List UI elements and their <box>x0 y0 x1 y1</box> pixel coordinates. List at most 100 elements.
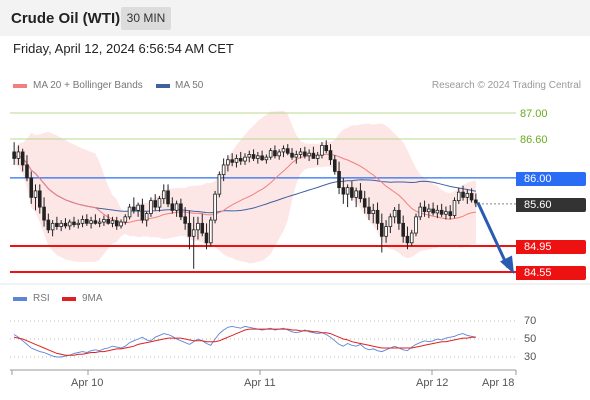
candle-body <box>388 216 393 227</box>
candle-body <box>174 203 179 211</box>
last-price-box: 85.60 <box>516 198 586 212</box>
candle-body <box>226 159 230 166</box>
candle-body <box>196 222 200 231</box>
candle-body <box>461 191 465 198</box>
candle-body <box>277 151 281 157</box>
candle-body <box>59 222 63 227</box>
ma20-swatch <box>13 84 27 88</box>
candle-body <box>114 220 119 227</box>
candle-body <box>311 152 316 159</box>
candle-body <box>72 221 76 226</box>
candle-body <box>341 187 346 195</box>
chart-datetime: Friday, April 12, 2024 6:56:54 AM CET <box>13 41 234 56</box>
candle-body <box>285 148 290 154</box>
rsi-ma-swatch <box>62 297 76 301</box>
candle-body <box>119 221 123 227</box>
candle-body <box>375 209 380 224</box>
ma20-legend-label: MA 20 + Bollinger Bands <box>33 80 143 91</box>
candle-body <box>332 159 337 172</box>
instrument-title: Crude Oil (WTI) <box>11 10 121 27</box>
candle-body <box>427 208 431 213</box>
candle-body <box>465 193 470 198</box>
research-credit: Research © 2024 Trading Central <box>431 80 581 91</box>
candle-body <box>328 150 333 161</box>
x-label-apr10: Apr 10 <box>71 377 104 389</box>
candle-body <box>238 158 243 162</box>
candle-body <box>110 220 115 224</box>
rsi-legend-label: RSI <box>33 293 50 304</box>
candle-body <box>307 152 311 157</box>
candle-body <box>183 216 187 224</box>
candle-body <box>209 219 213 244</box>
candle-body <box>431 208 435 214</box>
candle-body <box>409 232 414 244</box>
timeframe-button[interactable]: 30 MIN <box>121 7 171 30</box>
candle-body <box>191 229 196 237</box>
candle-body <box>367 206 371 214</box>
candle-body <box>89 220 93 224</box>
candle-body <box>418 206 423 218</box>
candle-body <box>397 209 401 224</box>
ma50-legend-label: MA 50 <box>175 80 204 91</box>
candle-body <box>80 219 85 224</box>
rsi-swatch <box>13 297 27 301</box>
bollinger-band <box>14 110 476 264</box>
candle-body <box>469 193 474 201</box>
candle-body <box>37 190 42 208</box>
candle-body <box>268 150 273 158</box>
candle-body <box>298 151 303 155</box>
candle-body <box>422 206 427 213</box>
candle-body <box>273 150 277 157</box>
candle-body <box>256 155 260 159</box>
candle-body <box>354 190 358 198</box>
candle-body <box>132 206 136 211</box>
candle-body <box>85 219 89 224</box>
support2-price-box: 84.55 <box>516 266 586 280</box>
candle-body <box>435 209 440 214</box>
candle-body <box>166 190 170 205</box>
ma50-swatch <box>156 84 170 88</box>
candle-body <box>67 221 72 227</box>
candle-body <box>29 177 34 198</box>
candle-body <box>251 154 256 159</box>
level-label-86-60: 86.60 <box>520 134 548 146</box>
candle-body <box>401 222 405 237</box>
candle-body <box>140 204 145 221</box>
candle-body <box>93 220 98 224</box>
candle-body <box>179 203 183 218</box>
candle-body <box>414 216 418 234</box>
candle-body <box>161 190 166 200</box>
candle-body <box>392 209 397 218</box>
rsi-tick-50: 50 <box>524 333 537 345</box>
rsi-line <box>13 325 476 358</box>
candle-body <box>204 232 209 244</box>
candle-body <box>106 219 110 224</box>
candle-body <box>213 193 217 221</box>
candle-body <box>127 206 132 218</box>
candle-body <box>380 222 384 237</box>
candle-body <box>371 209 376 214</box>
candle-body <box>247 154 252 158</box>
candle-body <box>474 199 478 203</box>
candle-body <box>358 190 363 200</box>
candle-body <box>439 209 444 215</box>
candle-body <box>221 164 226 176</box>
rsi-ma-line <box>13 328 476 356</box>
x-label-apr18: Apr 18 <box>482 377 515 389</box>
candle-body <box>264 156 269 161</box>
candle-body <box>12 151 16 159</box>
candle-body <box>200 222 205 234</box>
candle-body <box>76 222 81 226</box>
candle-body <box>55 222 59 227</box>
candle-body <box>153 200 158 208</box>
candle-body <box>324 145 329 152</box>
candle-body <box>123 216 128 223</box>
candle-body <box>25 164 29 179</box>
forecast-arrow <box>476 201 510 269</box>
candle-body <box>345 187 350 195</box>
candle-body <box>217 174 222 195</box>
candle-body <box>337 171 341 189</box>
forecast-arrowhead <box>500 255 514 274</box>
level-label-87-00: 87.00 <box>520 108 548 120</box>
candle-body <box>149 200 153 214</box>
